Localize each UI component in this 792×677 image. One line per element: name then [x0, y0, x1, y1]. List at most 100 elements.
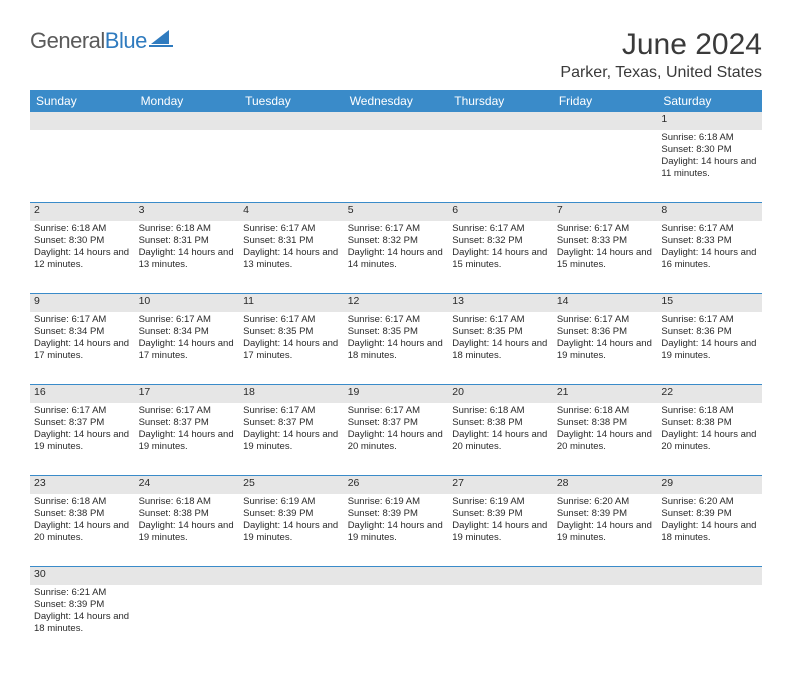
- day-number-cell: 14: [553, 294, 658, 313]
- day-content: Sunrise: 6:17 AMSunset: 8:37 PMDaylight:…: [30, 403, 135, 457]
- day-cell: Sunrise: 6:18 AMSunset: 8:31 PMDaylight:…: [135, 221, 240, 294]
- day-cell: [344, 585, 449, 657]
- day-cell: Sunrise: 6:17 AMSunset: 8:33 PMDaylight:…: [657, 221, 762, 294]
- day-content: Sunrise: 6:17 AMSunset: 8:34 PMDaylight:…: [30, 312, 135, 366]
- day-number-cell: 18: [239, 385, 344, 404]
- day-number-cell: 16: [30, 385, 135, 404]
- day-number-cell: [657, 567, 762, 586]
- day-content: Sunrise: 6:18 AMSunset: 8:30 PMDaylight:…: [30, 221, 135, 275]
- title-block: June 2024 Parker, Texas, United States: [560, 28, 762, 82]
- daynum-row: 9101112131415: [30, 294, 762, 313]
- day-number-cell: 29: [657, 476, 762, 495]
- day-cell: Sunrise: 6:17 AMSunset: 8:35 PMDaylight:…: [239, 312, 344, 385]
- day-number-cell: [553, 112, 658, 130]
- day-number-cell: [135, 112, 240, 130]
- week-row: Sunrise: 6:18 AMSunset: 8:38 PMDaylight:…: [30, 494, 762, 567]
- day-number-cell: 19: [344, 385, 449, 404]
- day-number-cell: 26: [344, 476, 449, 495]
- day-number-cell: 15: [657, 294, 762, 313]
- day-cell: [553, 585, 658, 657]
- daynum-row: 1: [30, 112, 762, 130]
- day-cell: Sunrise: 6:17 AMSunset: 8:32 PMDaylight:…: [448, 221, 553, 294]
- day-cell: [657, 585, 762, 657]
- weekday-header-row: Sunday Monday Tuesday Wednesday Thursday…: [30, 90, 762, 112]
- day-content: Sunrise: 6:17 AMSunset: 8:37 PMDaylight:…: [344, 403, 449, 457]
- day-cell: [30, 130, 135, 203]
- day-content: Sunrise: 6:17 AMSunset: 8:33 PMDaylight:…: [553, 221, 658, 275]
- day-content: Sunrise: 6:17 AMSunset: 8:36 PMDaylight:…: [553, 312, 658, 366]
- day-number-cell: 20: [448, 385, 553, 404]
- day-cell: Sunrise: 6:17 AMSunset: 8:35 PMDaylight:…: [448, 312, 553, 385]
- daynum-row: 30: [30, 567, 762, 586]
- week-row: Sunrise: 6:17 AMSunset: 8:37 PMDaylight:…: [30, 403, 762, 476]
- day-content: Sunrise: 6:19 AMSunset: 8:39 PMDaylight:…: [448, 494, 553, 548]
- day-content: Sunrise: 6:18 AMSunset: 8:38 PMDaylight:…: [553, 403, 658, 457]
- day-content: Sunrise: 6:17 AMSunset: 8:37 PMDaylight:…: [239, 403, 344, 457]
- week-row: Sunrise: 6:21 AMSunset: 8:39 PMDaylight:…: [30, 585, 762, 657]
- day-content: Sunrise: 6:18 AMSunset: 8:38 PMDaylight:…: [657, 403, 762, 457]
- day-cell: Sunrise: 6:18 AMSunset: 8:30 PMDaylight:…: [657, 130, 762, 203]
- weekday-header: Thursday: [448, 90, 553, 112]
- day-content: Sunrise: 6:17 AMSunset: 8:32 PMDaylight:…: [448, 221, 553, 275]
- logo-text-a: General: [30, 28, 105, 54]
- day-number-cell: 27: [448, 476, 553, 495]
- weekday-header: Sunday: [30, 90, 135, 112]
- daynum-row: 2345678: [30, 203, 762, 222]
- day-cell: Sunrise: 6:20 AMSunset: 8:39 PMDaylight:…: [553, 494, 658, 567]
- day-content: Sunrise: 6:18 AMSunset: 8:38 PMDaylight:…: [135, 494, 240, 548]
- day-content: Sunrise: 6:18 AMSunset: 8:31 PMDaylight:…: [135, 221, 240, 275]
- day-number-cell: [30, 112, 135, 130]
- day-number-cell: 4: [239, 203, 344, 222]
- day-content: Sunrise: 6:17 AMSunset: 8:36 PMDaylight:…: [657, 312, 762, 366]
- day-cell: Sunrise: 6:17 AMSunset: 8:37 PMDaylight:…: [344, 403, 449, 476]
- day-cell: Sunrise: 6:18 AMSunset: 8:38 PMDaylight:…: [657, 403, 762, 476]
- logo-sail-icon: [149, 28, 175, 48]
- day-cell: Sunrise: 6:17 AMSunset: 8:34 PMDaylight:…: [135, 312, 240, 385]
- day-content: Sunrise: 6:17 AMSunset: 8:35 PMDaylight:…: [448, 312, 553, 366]
- day-cell: [239, 585, 344, 657]
- day-cell: Sunrise: 6:19 AMSunset: 8:39 PMDaylight:…: [448, 494, 553, 567]
- day-number-cell: [448, 567, 553, 586]
- day-number-cell: 23: [30, 476, 135, 495]
- day-number-cell: [239, 567, 344, 586]
- day-cell: Sunrise: 6:20 AMSunset: 8:39 PMDaylight:…: [657, 494, 762, 567]
- day-cell: Sunrise: 6:18 AMSunset: 8:38 PMDaylight:…: [448, 403, 553, 476]
- day-cell: Sunrise: 6:17 AMSunset: 8:31 PMDaylight:…: [239, 221, 344, 294]
- day-cell: [135, 585, 240, 657]
- weekday-header: Wednesday: [344, 90, 449, 112]
- day-number-cell: [344, 567, 449, 586]
- daynum-row: 16171819202122: [30, 385, 762, 404]
- day-number-cell: 17: [135, 385, 240, 404]
- day-number-cell: 2: [30, 203, 135, 222]
- day-cell: Sunrise: 6:18 AMSunset: 8:38 PMDaylight:…: [30, 494, 135, 567]
- day-cell: [448, 130, 553, 203]
- calendar-table: Sunday Monday Tuesday Wednesday Thursday…: [30, 90, 762, 657]
- weekday-header: Saturday: [657, 90, 762, 112]
- day-cell: Sunrise: 6:17 AMSunset: 8:34 PMDaylight:…: [30, 312, 135, 385]
- day-number-cell: 11: [239, 294, 344, 313]
- day-cell: [344, 130, 449, 203]
- day-cell: Sunrise: 6:18 AMSunset: 8:38 PMDaylight:…: [553, 403, 658, 476]
- day-content: Sunrise: 6:17 AMSunset: 8:31 PMDaylight:…: [239, 221, 344, 275]
- day-cell: Sunrise: 6:17 AMSunset: 8:36 PMDaylight:…: [657, 312, 762, 385]
- day-number-cell: 12: [344, 294, 449, 313]
- day-content: Sunrise: 6:17 AMSunset: 8:35 PMDaylight:…: [344, 312, 449, 366]
- day-number-cell: [135, 567, 240, 586]
- header: GeneralBlue June 2024 Parker, Texas, Uni…: [30, 28, 762, 82]
- day-number-cell: 13: [448, 294, 553, 313]
- day-number-cell: [344, 112, 449, 130]
- day-cell: Sunrise: 6:17 AMSunset: 8:37 PMDaylight:…: [135, 403, 240, 476]
- day-content: Sunrise: 6:18 AMSunset: 8:30 PMDaylight:…: [657, 130, 762, 184]
- day-cell: Sunrise: 6:19 AMSunset: 8:39 PMDaylight:…: [344, 494, 449, 567]
- day-cell: Sunrise: 6:18 AMSunset: 8:30 PMDaylight:…: [30, 221, 135, 294]
- day-cell: [448, 585, 553, 657]
- day-content: Sunrise: 6:17 AMSunset: 8:37 PMDaylight:…: [135, 403, 240, 457]
- day-cell: [239, 130, 344, 203]
- day-number-cell: 30: [30, 567, 135, 586]
- week-row: Sunrise: 6:18 AMSunset: 8:30 PMDaylight:…: [30, 221, 762, 294]
- weekday-header: Tuesday: [239, 90, 344, 112]
- day-number-cell: 8: [657, 203, 762, 222]
- day-number-cell: 1: [657, 112, 762, 130]
- day-number-cell: 10: [135, 294, 240, 313]
- day-number-cell: 21: [553, 385, 658, 404]
